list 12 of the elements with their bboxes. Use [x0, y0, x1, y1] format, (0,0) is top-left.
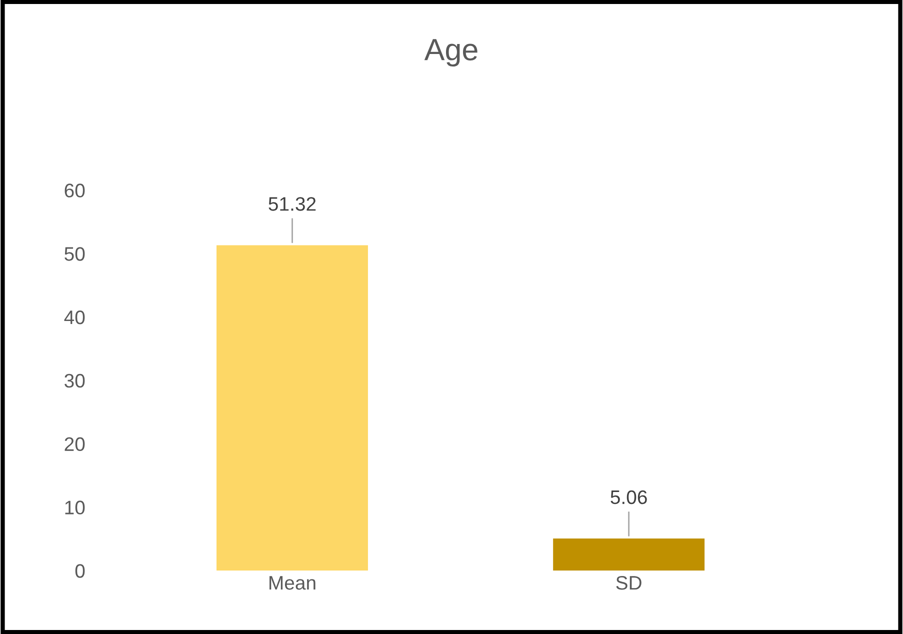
y-tick-label: 30	[64, 374, 85, 388]
y-tick-label: 0	[75, 564, 85, 578]
y-tick-label: 20	[64, 437, 85, 452]
x-tick-label: SD	[616, 576, 642, 590]
y-tick-label: 40	[64, 310, 85, 324]
data-label: 51.32	[268, 197, 316, 211]
data-label: 5.06	[610, 490, 647, 504]
y-tick-label: 10	[65, 500, 85, 514]
y-tick-label: 50	[64, 247, 85, 261]
chart-title: Age	[424, 39, 478, 67]
x-tick-label: Mean	[270, 576, 316, 590]
y-tick-label: 60	[64, 184, 85, 198]
